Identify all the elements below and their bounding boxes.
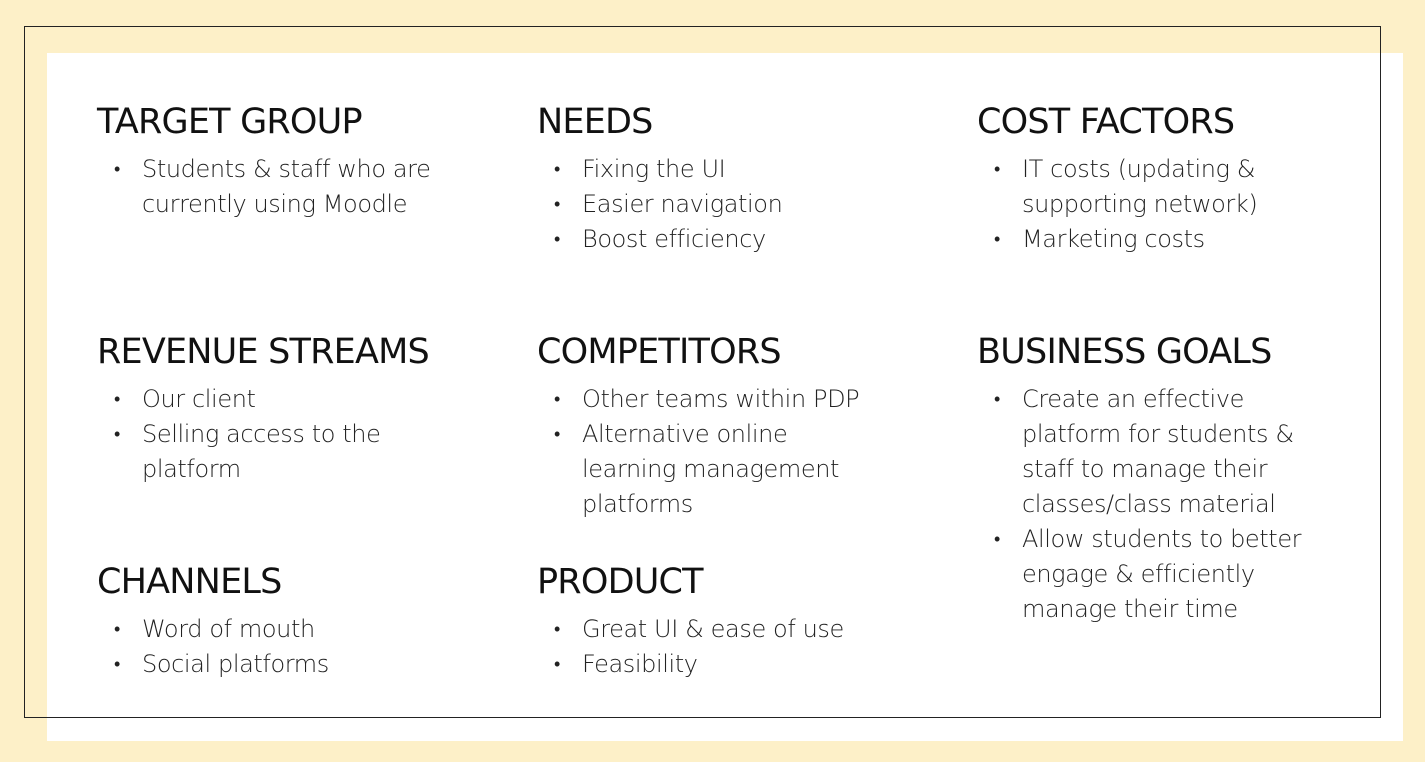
section-competitors: COMPETITORS Other teams within PDP Altern… (537, 331, 860, 522)
bullet-line: learning management (582, 455, 840, 483)
section-title: COST FACTORS (977, 102, 1235, 142)
bullet-item: Fixing the UI (537, 152, 782, 187)
section-title: BUSINESS GOALS (977, 332, 1272, 372)
bullet-line: currently using Moodle (142, 190, 408, 218)
bullet-line: IT costs (updating & (1022, 155, 1256, 183)
bullet-line: manage their time (1022, 595, 1238, 623)
section-target-group: TARGET GROUP Students & staff who are cur… (97, 101, 431, 222)
section-title: REVENUE STREAMS (97, 332, 430, 372)
section-business-goals: BUSINESS GOALS Create an effective platfo… (977, 331, 1302, 627)
bullet-item: IT costs (updating & supporting network) (977, 152, 1258, 222)
bullet-item: Great UI & ease of use (537, 612, 844, 647)
bullet-line: Marketing costs (1022, 225, 1205, 253)
bullet-item: Boost efficiency (537, 222, 782, 257)
bullet-line: Alternative online (582, 420, 788, 448)
bullet-line: Fixing the UI (582, 155, 726, 183)
bullet-line: Allow students to better (1022, 525, 1302, 553)
bullet-line: Easier navigation (582, 190, 783, 218)
bullet-item: Create an effective platform for students… (977, 382, 1301, 522)
bullet-line: classes/class material (1022, 490, 1276, 518)
bullet-item: Marketing costs (977, 222, 1257, 257)
item-list: Create an effective platform for students… (977, 382, 1302, 627)
section-title: PRODUCT (537, 562, 704, 602)
item-list: Students & staff who are currently using … (97, 152, 431, 222)
bullet-item: Easier navigation (537, 187, 783, 222)
item-list: Great UI & ease of use Feasibility (537, 612, 844, 682)
item-list: Fixing the UI Easier navigation Boost effi… (537, 152, 783, 257)
bullet-line: platforms (582, 490, 693, 518)
bullet-line: Other teams within PDP (582, 385, 860, 413)
item-list: Word of mouth Social platforms (97, 612, 329, 682)
bullet-line: supporting network) (1022, 190, 1258, 218)
bullet-line: Great UI & ease of use (582, 615, 844, 643)
bullet-line: engage & efficiently (1022, 560, 1255, 588)
bullet-line: platform for students & (1022, 420, 1294, 448)
bullet-item: Other teams within PDP (537, 382, 860, 417)
bullet-line: platform (142, 455, 241, 483)
section-cost-factors: COST FACTORS IT costs (updating & support… (977, 101, 1258, 257)
bullet-item: Alternative online learning management pla… (537, 417, 859, 522)
bullet-item: Social platforms (97, 647, 329, 682)
bullet-line: Word of mouth (142, 615, 315, 643)
bullet-line: Social platforms (142, 650, 329, 678)
section-title: TARGET GROUP (97, 102, 363, 142)
bullet-item: Selling access to the platform (97, 417, 429, 487)
bullet-line: Students & staff who are (142, 155, 431, 183)
bullet-item: Allow students to better engage & efficie… (977, 522, 1302, 627)
item-list: Our client Selling access to the platform (97, 382, 429, 487)
bullet-line: Create an effective (1022, 385, 1244, 413)
section-channels: CHANNELS Word of mouth Social platforms (97, 561, 329, 682)
bullet-line: Feasibility (582, 650, 698, 678)
bullet-item: Students & staff who are currently using … (97, 152, 431, 222)
bullet-line: staff to manage their (1022, 455, 1268, 483)
section-title: CHANNELS (97, 562, 282, 602)
item-list: Other teams within PDP Alternative online… (537, 382, 860, 522)
section-title: COMPETITORS (537, 332, 782, 372)
bullet-item: Word of mouth (97, 612, 329, 647)
section-product: PRODUCT Great UI & ease of use Feasibilit… (537, 561, 844, 682)
bullet-item: Our client (97, 382, 429, 417)
section-title: NEEDS (537, 102, 653, 142)
bullet-line: Boost efficiency (582, 225, 766, 253)
bullet-line: Selling access to the (142, 420, 381, 448)
section-revenue-streams: REVENUE STREAMS Our client Selling access… (97, 331, 430, 487)
bullet-line: Our client (142, 385, 256, 413)
section-needs: NEEDS Fixing the UI Easier navigation Boos… (537, 101, 783, 257)
item-list: IT costs (updating & supporting network) M… (977, 152, 1258, 257)
bullet-item: Feasibility (537, 647, 844, 682)
